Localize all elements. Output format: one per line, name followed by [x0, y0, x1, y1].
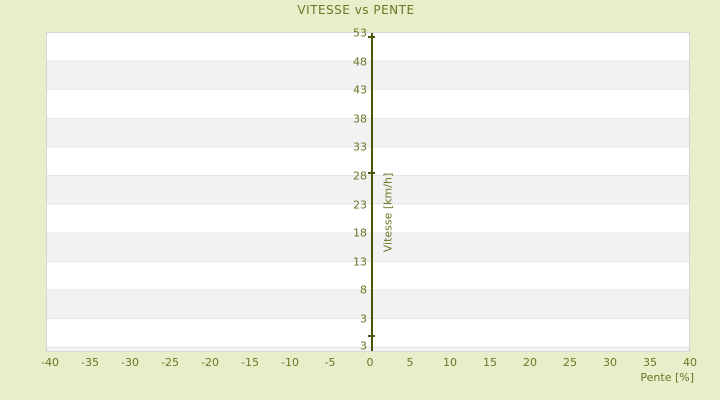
- x-tick-label: -35: [81, 356, 99, 369]
- y-tick-label: 38: [353, 112, 367, 126]
- y-axis-bottom-label: 3: [360, 339, 367, 353]
- x-tick-label: 10: [443, 356, 457, 369]
- y-tick-label: 18: [353, 226, 367, 240]
- y-tick-label: 43: [353, 83, 367, 97]
- x-tick-label: 25: [563, 356, 577, 369]
- x-tick-label: -25: [161, 356, 179, 369]
- y-tick-label: 53: [353, 26, 367, 40]
- x-tick-label: 15: [483, 356, 497, 369]
- zero-axis-tick-mark: [368, 172, 375, 175]
- y-tick-label: 8: [360, 283, 367, 297]
- plot-area: 53 48 43 38 33 28 23 18 13 8 3 3 Vitesse [km/h]: [46, 27, 690, 353]
- y-tick-label: 33: [353, 140, 367, 154]
- x-tick-label: -5: [324, 356, 336, 369]
- x-tick-label: -30: [121, 356, 139, 369]
- x-axis-title: Pente [%]: [640, 371, 694, 384]
- zero-axis-tick-mark: [368, 36, 375, 38]
- x-tick-label: 35: [643, 356, 657, 369]
- y-tick-label: 13: [353, 255, 367, 269]
- x-tick-label: -10: [281, 356, 299, 369]
- y-tick-label: 23: [353, 198, 367, 212]
- x-tick-label: 40: [683, 356, 697, 369]
- y-tick-label: 3: [360, 312, 367, 326]
- x-tick-label: -20: [201, 356, 219, 369]
- chart-title: VITESSE vs PENTE: [297, 3, 415, 17]
- y-zero-axis-line: [371, 33, 373, 351]
- x-tick-label: 30: [603, 356, 617, 369]
- x-tick-label: 5: [406, 356, 414, 369]
- x-tick-label: -40: [41, 356, 59, 369]
- y-tick-label: 48: [353, 55, 367, 69]
- y-tick-label: 28: [353, 169, 367, 183]
- x-tick-label: 20: [523, 356, 537, 369]
- x-tick-label: -15: [241, 356, 259, 369]
- x-tick-label: 0: [366, 356, 374, 369]
- x-tick-labels: -40 -35 -30 -25 -20 -15 -10 -5 0 5 10 15 20 25 30 35 40: [41, 356, 697, 370]
- zero-axis-tick-mark: [368, 334, 375, 337]
- y-axis-title: Vitesse [km/h]: [381, 172, 395, 253]
